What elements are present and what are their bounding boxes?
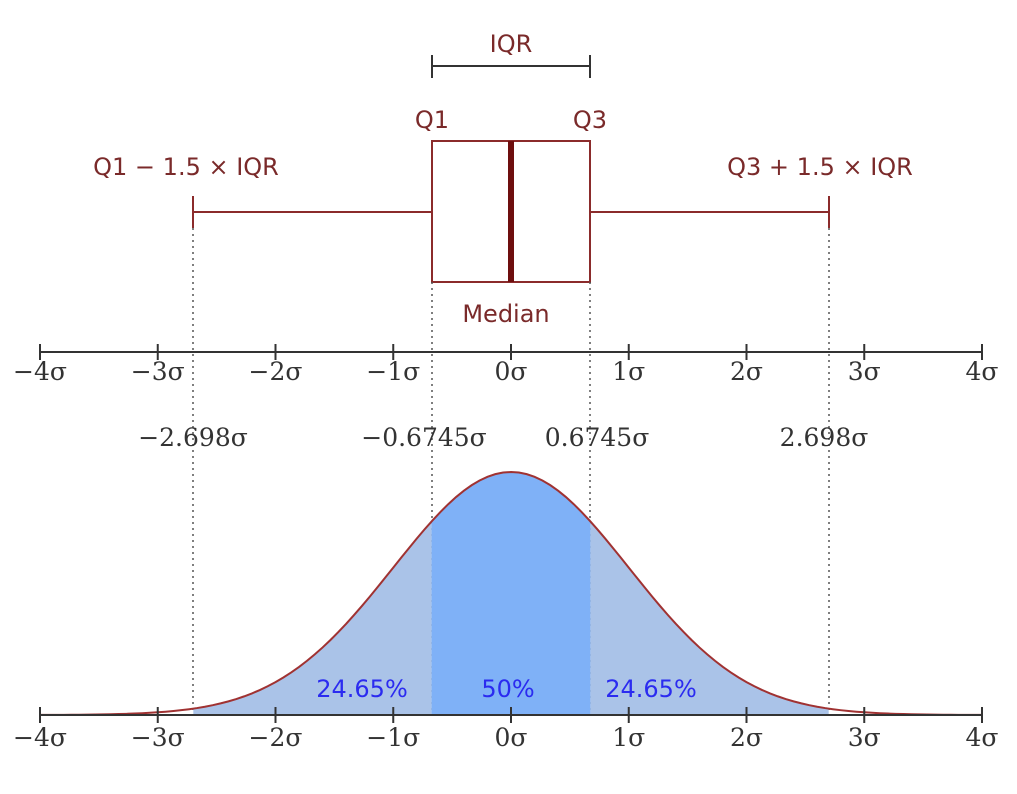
percent-left: 24.65%	[316, 675, 408, 703]
top-axis-tick-label: 2σ	[730, 357, 763, 386]
marker-label-q1: −0.6745σ	[361, 423, 487, 452]
bottom-axis-tick-label: −2σ	[249, 723, 303, 752]
upper-fence-label: Q3 + 1.5 × IQR	[727, 153, 913, 181]
bottom-axis-tick-label: −1σ	[366, 723, 420, 752]
box-plot	[192, 140, 830, 283]
top-axis-tick-label: −4σ	[13, 357, 67, 386]
q3-label: Q3	[573, 106, 607, 134]
top-axis-tick-label: 3σ	[848, 357, 881, 386]
bottom-axis-tick-label: 3σ	[848, 723, 881, 752]
outer-region-left	[193, 521, 432, 715]
top-axis-tick-label: 4σ	[966, 357, 999, 386]
bottom-axis-tick-label: −4σ	[13, 723, 67, 752]
marker-label-q3: 0.6745σ	[545, 423, 650, 452]
bottom-axis: −4σ −3σ −2σ −1σ 0σ 1σ 2σ 3σ 4σ	[13, 707, 998, 752]
top-axis-tick-label: −2σ	[249, 357, 303, 386]
central-region	[431, 472, 591, 715]
top-axis-tick-label: 0σ	[495, 357, 528, 386]
top-axis: −4σ −3σ −2σ −1σ 0σ 1σ 2σ 3σ 4σ	[13, 344, 998, 386]
lower-fence-label: Q1 − 1.5 × IQR	[93, 153, 279, 181]
marker-label-lower-fence: −2.698σ	[138, 423, 248, 452]
bottom-axis-tick-label: 4σ	[966, 723, 999, 752]
marker-labels: −2.698σ −0.6745σ 0.6745σ 2.698σ	[138, 423, 868, 452]
top-axis-tick-label: −3σ	[131, 357, 185, 386]
top-axis-tick-label: 1σ	[612, 357, 645, 386]
median-label: Median	[462, 300, 549, 328]
iqr-label: IQR	[490, 30, 533, 58]
bottom-axis-tick-label: 0σ	[495, 723, 528, 752]
iqr-bracket	[431, 55, 591, 78]
percent-right: 24.65%	[605, 675, 697, 703]
normal-distribution	[39, 470, 983, 716]
q1-label: Q1	[415, 106, 449, 134]
top-axis-tick-label: −1σ	[366, 357, 420, 386]
outer-region-right	[590, 521, 829, 715]
bottom-axis-tick-label: 1σ	[612, 723, 645, 752]
bottom-axis-tick-label: −3σ	[131, 723, 185, 752]
percent-center: 50%	[481, 675, 534, 703]
bottom-axis-tick-label: 2σ	[730, 723, 763, 752]
marker-label-upper-fence: 2.698σ	[780, 423, 869, 452]
density-curve	[39, 470, 983, 716]
